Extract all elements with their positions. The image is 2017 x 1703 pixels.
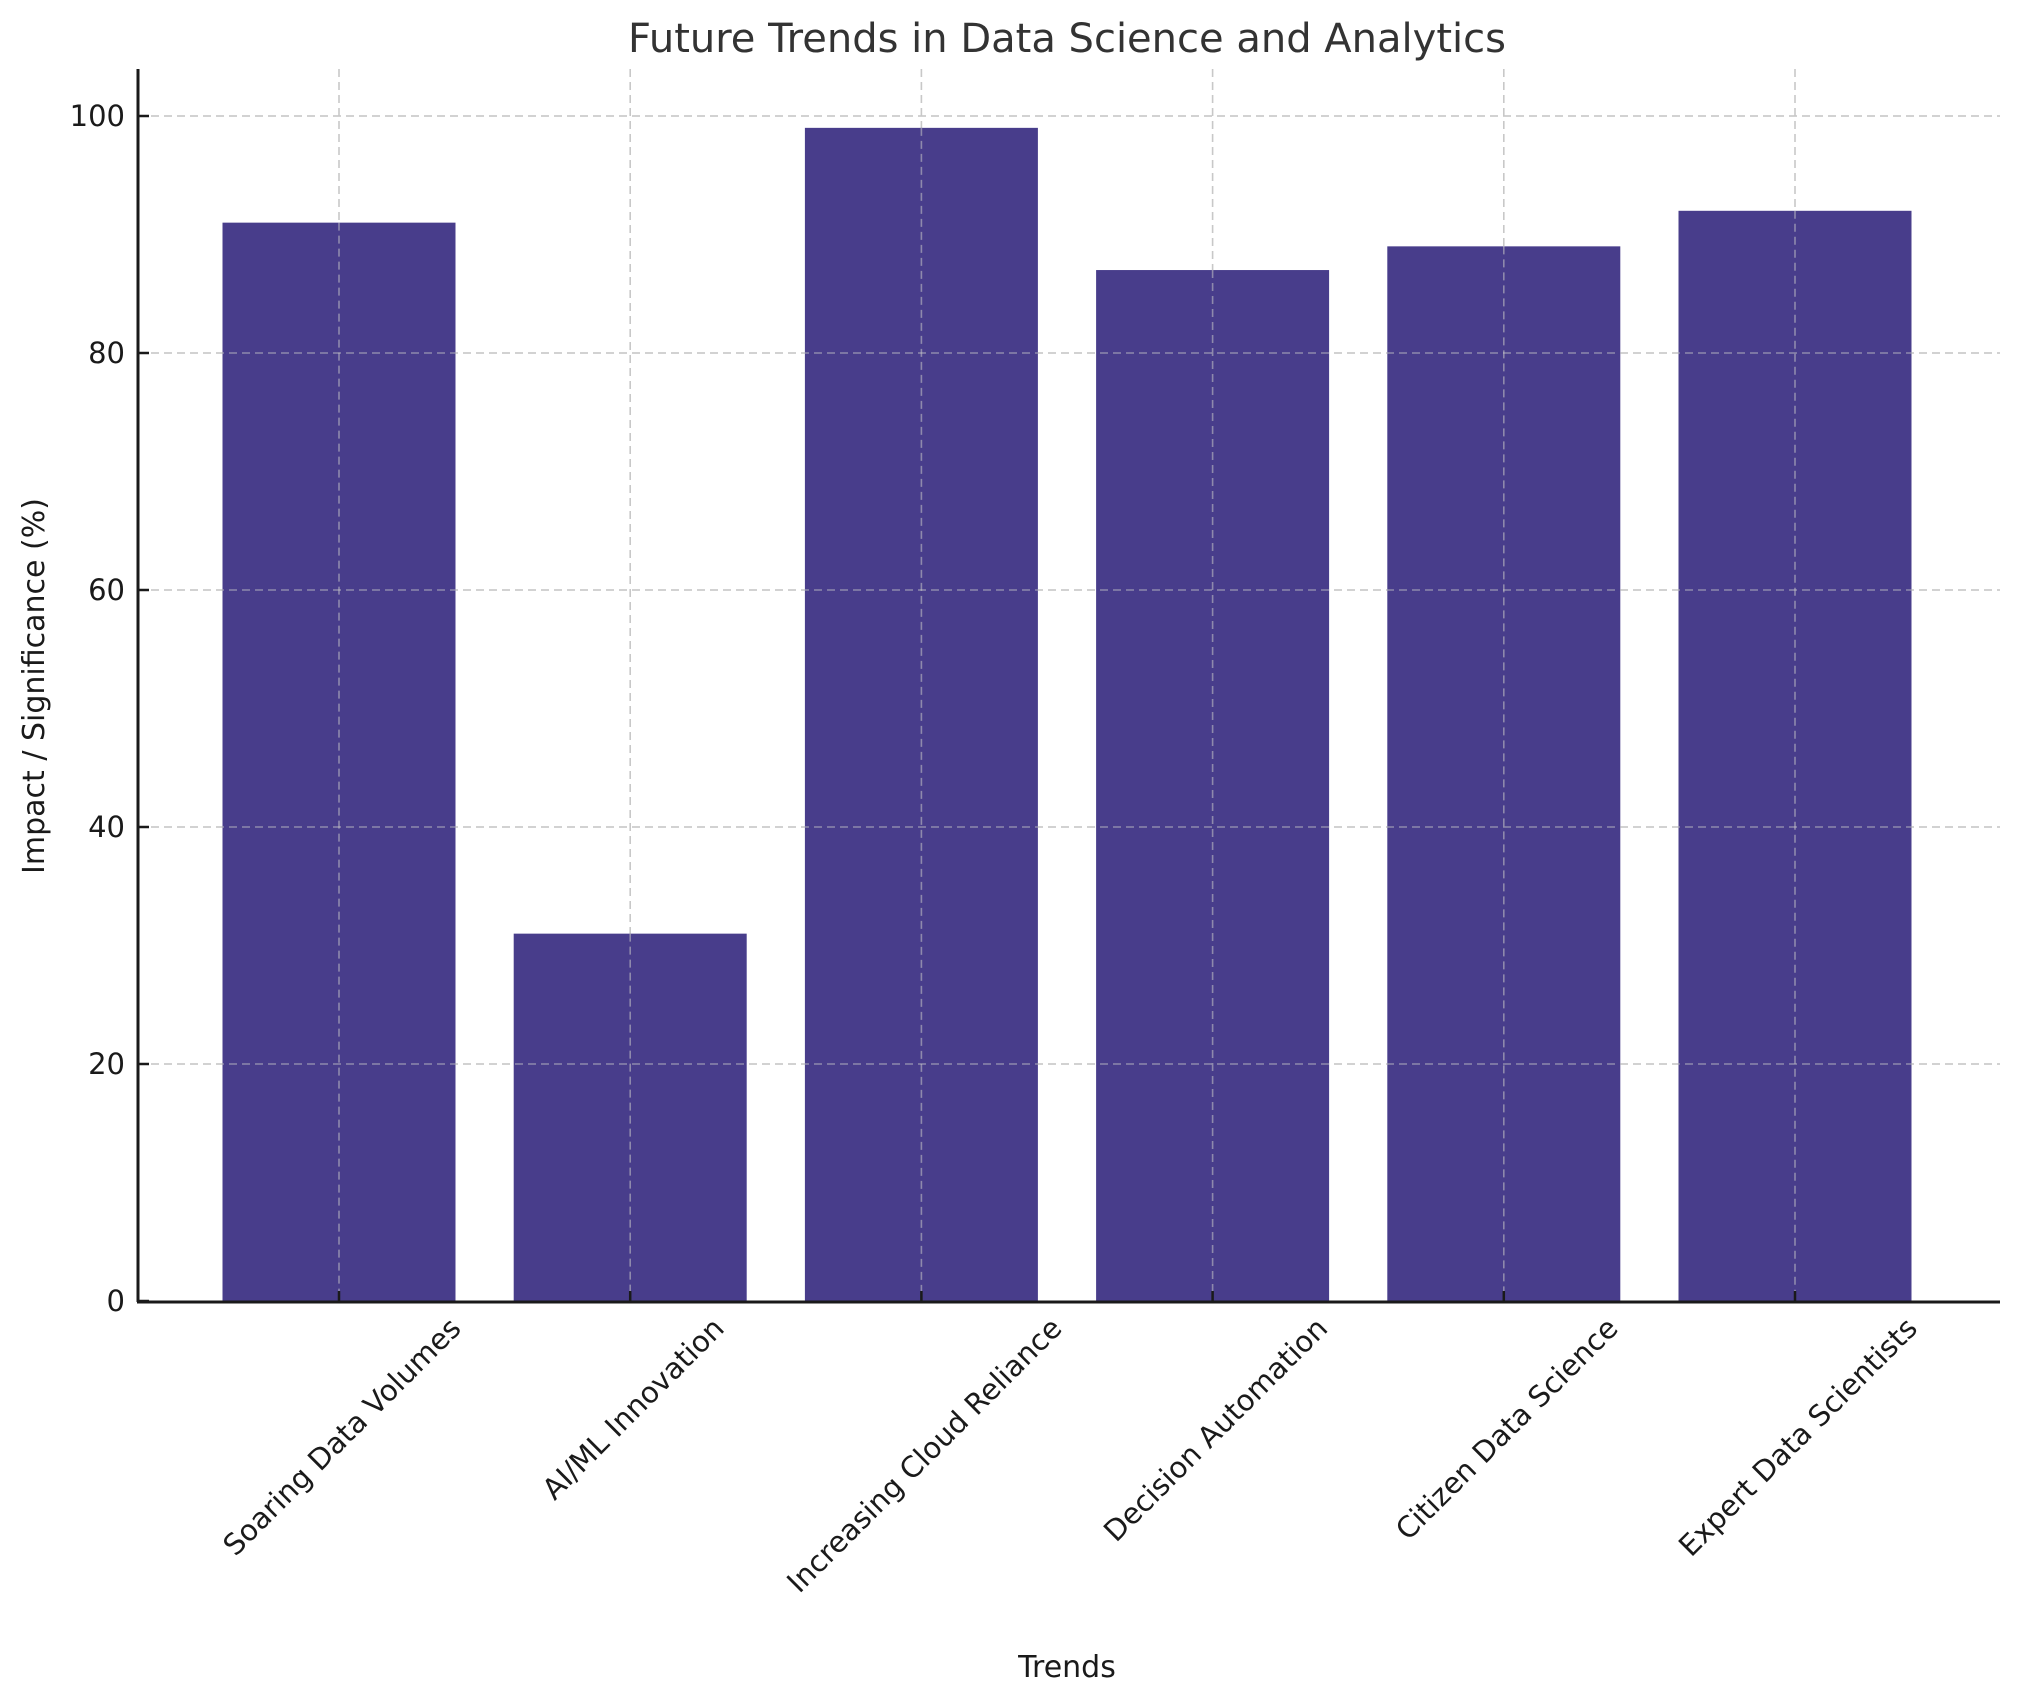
bars <box>222 127 1912 1303</box>
y-tick-label: 0 <box>107 1284 125 1318</box>
y-tick-label: 40 <box>88 810 125 844</box>
x-tick-label-group: AI/ML Innovation <box>536 1311 731 1506</box>
chart-title: Future Trends in Data Science and Analyt… <box>628 16 1506 62</box>
gridlines-overlay <box>138 115 2000 1302</box>
x-tick-label-group: Increasing Cloud Reliance <box>780 1311 1068 1599</box>
y-tick-label: 20 <box>88 1047 125 1081</box>
x-tick-label-group: Expert Data Scientists <box>1672 1311 1924 1563</box>
x-tick-label: Increasing Cloud Reliance <box>780 1311 1068 1599</box>
x-tick-label: Expert Data Scientists <box>1672 1311 1924 1563</box>
x-tick-label-group: Citizen Data Science <box>1389 1311 1625 1547</box>
x-axis-title: Trends <box>1017 1650 1116 1685</box>
bar <box>1678 210 1912 1302</box>
x-tick-label: Soaring Data Volumes <box>216 1311 467 1562</box>
x-tick-label-group: Soaring Data Volumes <box>216 1311 467 1562</box>
y-tick-label: 100 <box>70 99 125 133</box>
x-tick-label: Citizen Data Science <box>1389 1311 1625 1547</box>
y-axis-title: Impact / Significance (%) <box>17 498 52 874</box>
y-tick-label: 80 <box>88 336 125 370</box>
axes <box>136 69 2000 1304</box>
x-tick-label: AI/ML Innovation <box>536 1311 731 1506</box>
y-tick-label: 60 <box>88 573 125 607</box>
x-tick-label: Decision Automation <box>1097 1311 1334 1548</box>
x-axis-ticks: Soaring Data Volumes AI/ML Innovation Incr… <box>216 1291 1924 1599</box>
x-tick-label-group: Decision Automation <box>1097 1311 1334 1548</box>
y-axis-ticks: 0 20 40 60 80 100 <box>70 99 149 1318</box>
